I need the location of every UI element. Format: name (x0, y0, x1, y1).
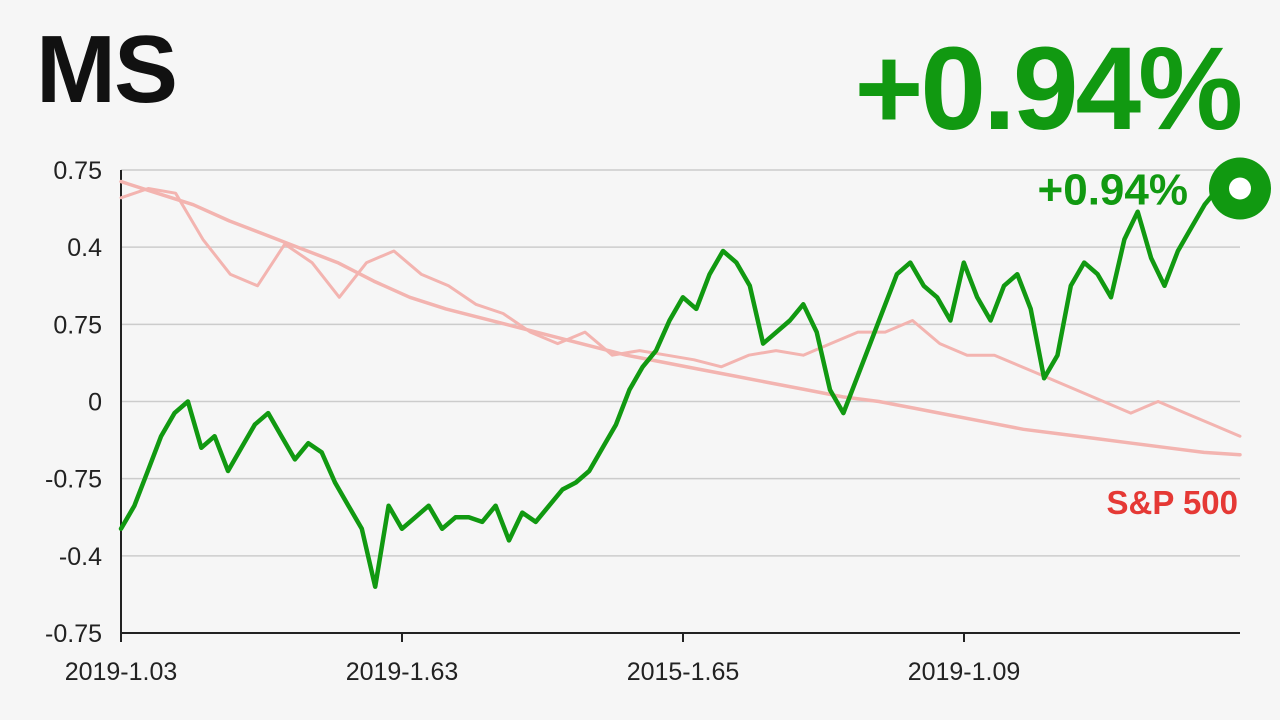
x-tick-label: 2019-1.09 (908, 658, 1021, 686)
series-line-main (118, 186, 1221, 589)
x-axis-tick-labels: 2019-1.03 2019-1.63 2015-1.65 2019-1.09 (65, 633, 1021, 686)
y-axis-tick-labels: 0.75 0.4 0.75 0 -0.75 -0.4 -0.75 (45, 157, 102, 648)
chart-annotations: +0.94% S&P 500 (1038, 157, 1271, 521)
series-line-comparison (119, 187, 1242, 438)
y-tick-label: -0.75 (45, 620, 102, 648)
y-tick-label: -0.75 (45, 466, 102, 494)
series-lines (118, 179, 1242, 589)
benchmark-series-label: S&P 500 (1107, 484, 1238, 521)
y-tick-label: 0.75 (53, 311, 102, 339)
x-tick-label: 2015-1.65 (627, 658, 740, 686)
x-tick-label: 2019-1.03 (65, 658, 178, 686)
percent-change-headline: +0.94% (854, 23, 1243, 155)
grid-lines (121, 169, 1240, 557)
ticker-symbol: MS (36, 16, 178, 123)
end-point-marker-center (1229, 177, 1251, 200)
series-line-benchmark (119, 179, 1242, 457)
y-tick-label: 0.4 (67, 234, 102, 262)
y-tick-label: 0.75 (53, 157, 102, 185)
y-tick-label: -0.4 (59, 543, 102, 571)
y-tick-label: 0 (88, 389, 102, 417)
end-value-label: +0.94% (1038, 166, 1188, 215)
chart-axes (120, 170, 1240, 634)
x-tick-label: 2019-1.63 (346, 658, 459, 686)
